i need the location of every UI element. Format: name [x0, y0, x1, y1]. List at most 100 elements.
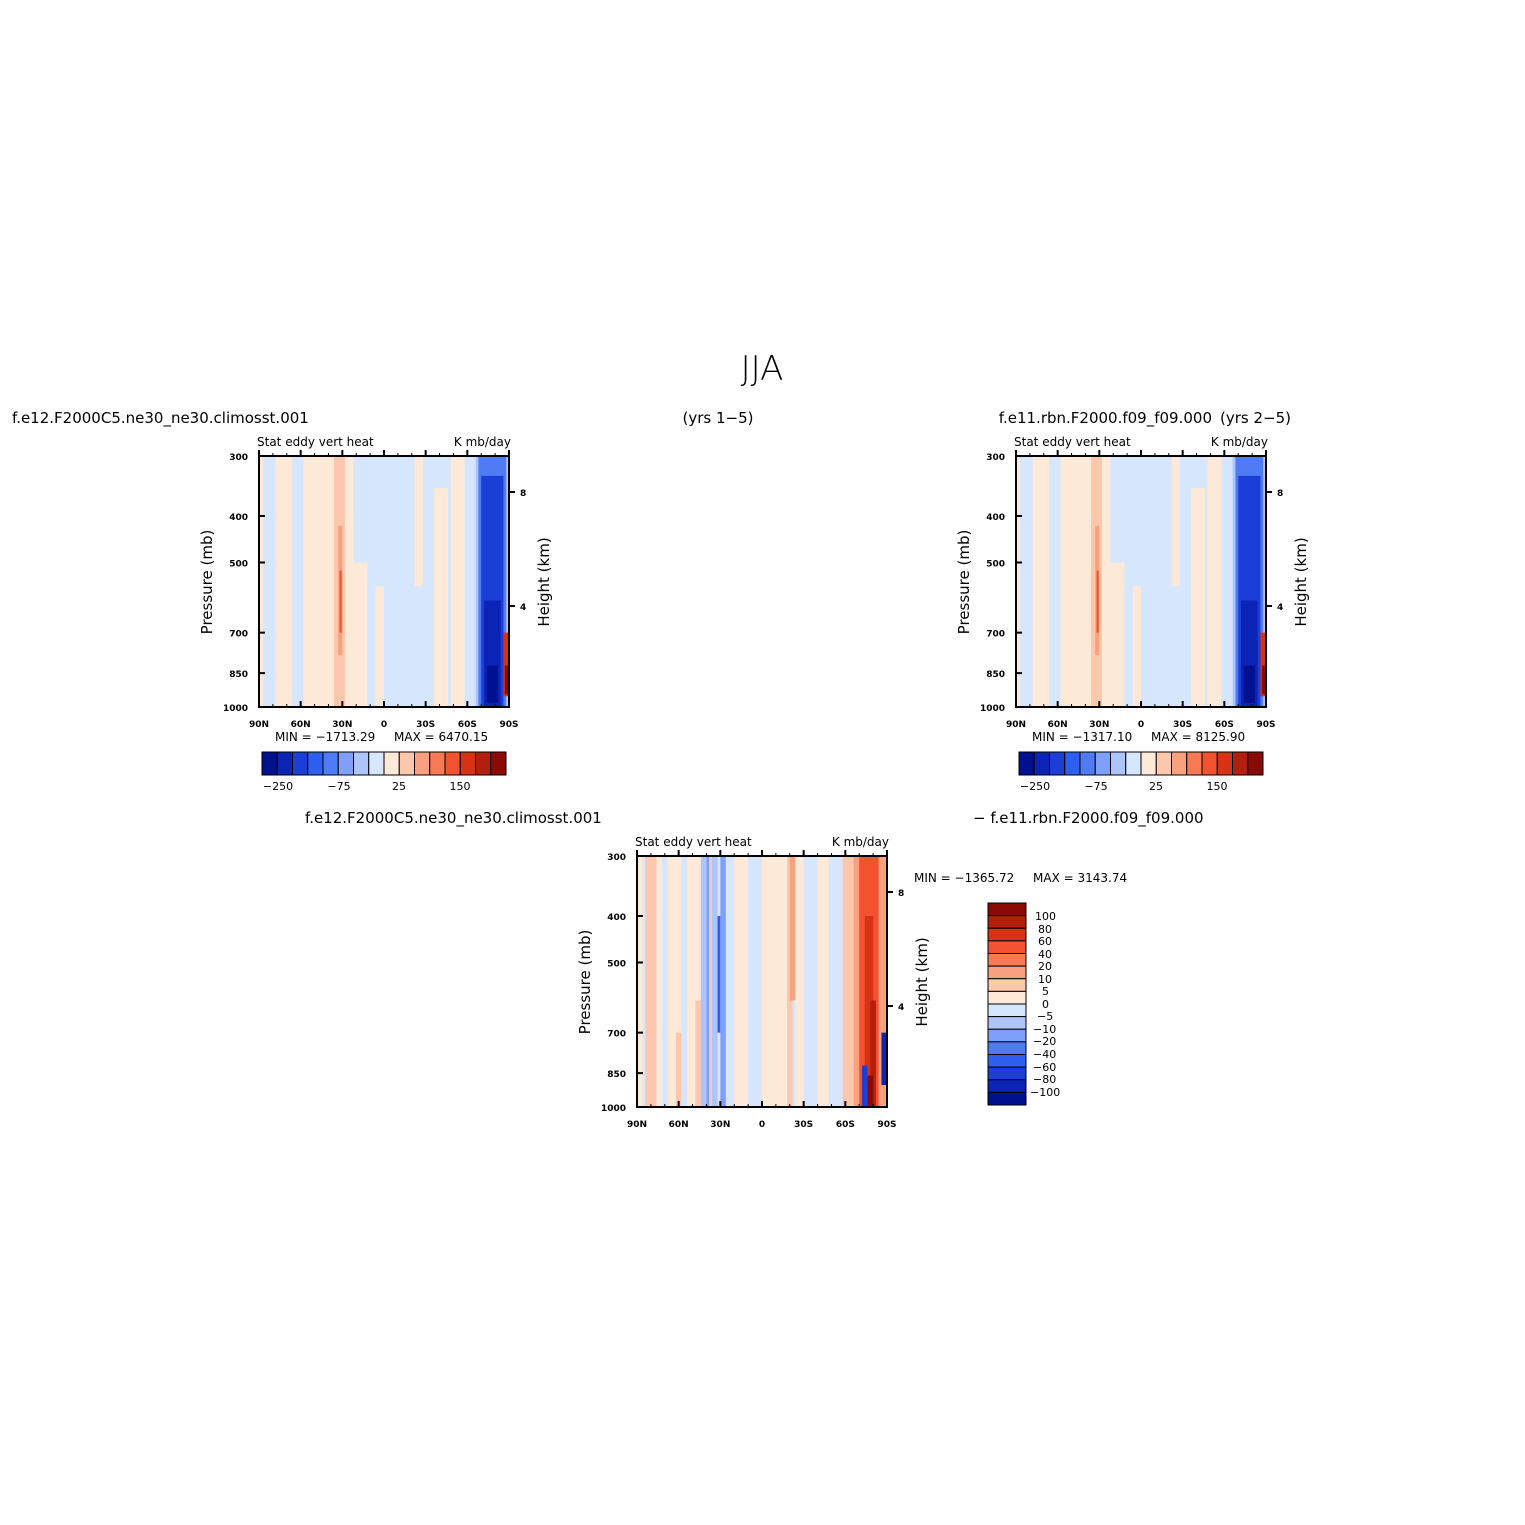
diff-cb-label: −5	[1037, 1010, 1053, 1023]
panel1-contour-band	[259, 456, 264, 707]
panel2-max: MAX = 8125.90	[1151, 730, 1245, 744]
diff-colorbar-swatch	[987, 902, 1027, 917]
panel2-colorbar-swatch	[1033, 751, 1050, 776]
panel2-cb-label: 150	[1207, 780, 1228, 793]
panel2-colorbar-swatch	[1232, 751, 1249, 776]
panel2-contour-band	[1049, 456, 1058, 707]
diff-cb-label: −60	[1033, 1061, 1056, 1074]
diff-contour-band	[706, 856, 710, 1107]
diff-x-tick-label: 30S	[794, 1120, 813, 1130]
panel1-x-tick-label: 90S	[499, 720, 518, 730]
panel2-cb-label: 25	[1149, 780, 1163, 793]
panel1-x-tick-label: 30S	[416, 720, 435, 730]
panel1-y-tick-label: 500	[229, 559, 248, 569]
diff-contour-band	[662, 856, 668, 1107]
panel1-x-tick-label: 0	[381, 720, 387, 730]
panel1-colorbar-swatch	[353, 751, 370, 776]
diff-contour-band	[842, 856, 854, 1107]
diff-colorbar-swatch	[987, 1016, 1027, 1030]
panel1-y-tick-label: 850	[229, 670, 248, 680]
panel2-contour-band	[1110, 562, 1125, 707]
panel2-min: MIN = −1317.10	[1032, 730, 1132, 744]
panel2-title-right: K mb/day	[1211, 435, 1268, 449]
panel1-cb-label: 25	[392, 780, 406, 793]
panel1-contour-band	[345, 456, 354, 707]
diff-chart: 90N 60N 30N 0 30S 60S 90S300400500700850100084…	[576, 835, 1127, 1130]
panel2-colorbar-swatch	[1079, 751, 1096, 776]
panel2-colorbar-swatch	[1216, 751, 1233, 776]
diff-colorbar-swatch	[987, 1066, 1027, 1081]
panel1-colorbar-swatch	[307, 751, 324, 776]
diff-height-tick-label: 8	[898, 889, 904, 899]
diff-contour-band	[734, 856, 749, 1107]
diff-contour-band	[717, 915, 721, 1033]
diff-contour-band	[762, 856, 787, 1107]
panel1-colorbar-swatch	[414, 751, 431, 776]
panel1-ylabel: Pressure (mb)	[198, 530, 216, 635]
panel1-cb-label: −250	[263, 780, 293, 793]
panel1-max: MAX = 6470.15	[394, 730, 488, 744]
panel2-title-left: Stat eddy vert heat	[1014, 435, 1131, 449]
diff-cb-label: −80	[1033, 1073, 1056, 1086]
panel1-contour-band	[317, 456, 334, 707]
diff-x-tick-label: 0	[759, 1120, 765, 1130]
diff-case2-name: − f.e11.rbn.F2000.f09_f09.000	[973, 809, 1204, 828]
panel1-colorbar-swatch	[429, 751, 446, 776]
panel1-field	[259, 456, 509, 707]
panel2-colorbar-swatch	[1186, 751, 1203, 776]
panel2-y-tick-label: 400	[986, 513, 1005, 523]
panel1-x-tick-label: 30N	[332, 720, 352, 730]
panel2-colorbar-swatch	[1094, 751, 1111, 776]
panel1-colorbar-swatch	[398, 751, 415, 776]
panel2-axes: 90N 60N 30N 0 30S 60S 90S 300 400 500 700 850 1000 8 4	[980, 450, 1283, 730]
panel1-y-tick-label: 400	[229, 513, 248, 523]
panel2-colorbar-swatch	[1201, 751, 1218, 776]
diff-ylabel: Pressure (mb)	[576, 930, 594, 1035]
diff-contour-band	[712, 856, 718, 1107]
diff-x-tick-label: 30N	[710, 1120, 730, 1130]
diff-contour-band	[864, 915, 874, 1086]
panel1-ylabel-right: Height (km)	[535, 537, 553, 626]
diff-colorbar-swatch	[987, 965, 1027, 980]
diff-contour-band	[637, 856, 643, 1107]
panel1-x-tick-label: 60N	[291, 720, 311, 730]
panel2-colorbar-swatch	[1247, 751, 1264, 776]
diff-x-tick-label: 90N	[627, 1120, 647, 1130]
diff-contour-band	[817, 856, 829, 1107]
diff-x-tick-label: 60S	[836, 1120, 855, 1130]
panel1-colorbar-swatch	[276, 751, 293, 776]
panel1-y-tick-label: 700	[229, 630, 248, 640]
diff-contour-band	[681, 856, 687, 1107]
case2-years: (yrs 2−5)	[1220, 409, 1291, 427]
panel2-colorbar-swatch	[1064, 751, 1081, 776]
panel2-contour-band	[1096, 570, 1099, 633]
panel1-contour-band	[414, 456, 423, 587]
diff-contour-band	[700, 856, 707, 1107]
panel2-cb-label: −250	[1020, 780, 1050, 793]
panel2-colorbar-swatch	[1171, 751, 1188, 776]
panel2-contour-band	[1243, 665, 1255, 703]
panel1-contour-band	[353, 562, 368, 707]
panel2-y-tick-label: 500	[986, 559, 1005, 569]
panel1-axes: 90N 60N 30N 0 30S 60S 90S 300 400 500 700 850 1000 8 4	[223, 450, 526, 730]
diff-contour-band	[862, 1065, 868, 1107]
panel2-x-tick-label: 30N	[1089, 720, 1109, 730]
panel1-x-tick-label: 60S	[458, 720, 477, 730]
panel1-colorbar-swatch	[368, 751, 385, 776]
panel1-height-tick-label: 4	[520, 603, 526, 613]
panel1-colorbar-swatch	[261, 751, 278, 776]
diff-colorbar	[987, 902, 1027, 1106]
panel2-contour-band	[1191, 488, 1205, 707]
panel2-y-tick-label: 1000	[980, 704, 1005, 714]
diff-y-tick-label: 300	[607, 853, 626, 863]
diff-cb-label: 20	[1038, 960, 1052, 973]
panel1-colorbar-swatch	[337, 751, 354, 776]
diff-colorbar-swatch	[987, 1041, 1027, 1055]
diff-cb-label: 0	[1042, 998, 1049, 1011]
panel2-field	[1016, 456, 1266, 707]
diff-colorbar-swatch	[987, 1091, 1027, 1106]
panel2-contour-band	[1016, 456, 1021, 707]
panel1-contour-band	[434, 488, 448, 707]
panel1-contour-band	[375, 586, 384, 707]
panel2-x-tick-label: 60S	[1215, 720, 1234, 730]
